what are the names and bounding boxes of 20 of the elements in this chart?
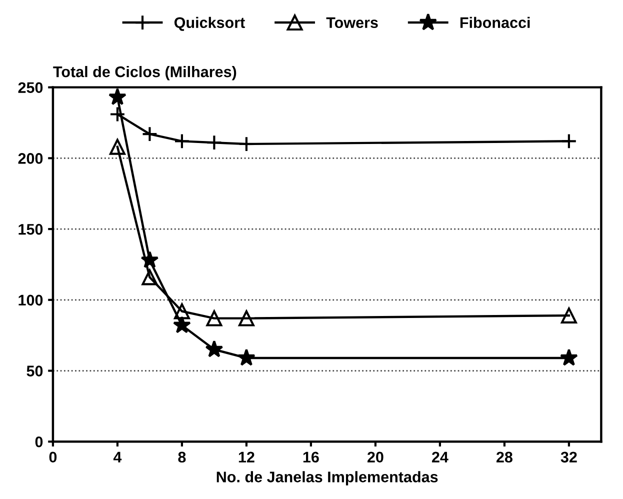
y-tick-label: 100 bbox=[18, 294, 43, 306]
x-axis-title: No. de Janelas Implementadas bbox=[216, 471, 438, 486]
x-tick-label: 8 bbox=[178, 452, 186, 463]
x-tick-label: 28 bbox=[496, 452, 512, 463]
y-tick-label: 250 bbox=[18, 82, 43, 94]
y-tick-label: 200 bbox=[18, 153, 43, 164]
legend-label: Fibonacci bbox=[460, 16, 530, 28]
x-tick-label: 4 bbox=[113, 452, 122, 462]
y-tick-label: 150 bbox=[18, 224, 43, 235]
y-axis-title: Total de Ciclos (Milhares) bbox=[53, 66, 236, 80]
x-tick-label: 32 bbox=[560, 452, 577, 463]
x-tick-label: 12 bbox=[238, 452, 254, 462]
y-tick-label: 50 bbox=[26, 366, 43, 376]
x-tick-label: 24 bbox=[432, 452, 448, 462]
y-tick-label: 0 bbox=[35, 436, 43, 448]
legend-label: Towers bbox=[326, 17, 378, 28]
x-tick-label: 16 bbox=[303, 452, 319, 463]
x-tick-label: 20 bbox=[367, 452, 384, 463]
x-tick-label: 0 bbox=[49, 452, 57, 463]
legend-label: Quicksort bbox=[174, 16, 245, 31]
